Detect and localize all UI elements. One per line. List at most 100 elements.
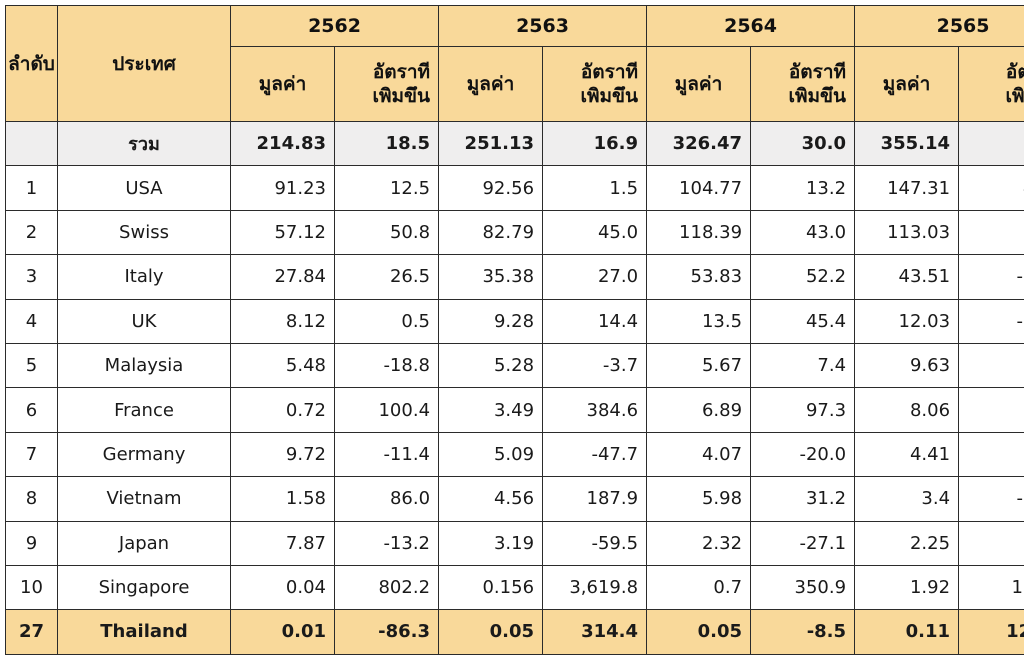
growth-cell: 18.5	[333, 120, 440, 167]
growth-cell: 26.5	[333, 254, 440, 300]
rank-cell: 6	[5, 387, 58, 433]
value-cell: 3.19	[438, 520, 544, 566]
country-cell: Japan	[57, 520, 231, 566]
growth-label-line1: อัตราที	[372, 61, 431, 83]
table-row: 5Malaysia5.48-18.85.28-3.75.677.49.6369.…	[5, 342, 1024, 389]
rank-cell: 1	[5, 165, 58, 211]
country-cell: Italy	[57, 254, 231, 300]
country-cell: Malaysia	[57, 342, 231, 389]
rank-cell: 27	[5, 609, 58, 655]
value-cell: 1.58	[230, 476, 335, 522]
value-cell: 57.12	[230, 209, 335, 256]
country-cell: Singapore	[57, 564, 231, 611]
country-cell: Thailand	[57, 609, 231, 655]
growth-cell: 43.0	[750, 209, 856, 256]
year-header: 2564	[646, 5, 856, 47]
growth-cell: 16.9	[542, 120, 648, 167]
value-cell: 5.67	[646, 342, 752, 389]
value-cell: 326.47	[646, 120, 752, 167]
country-cell: USA	[57, 165, 231, 211]
value-cell: 35.38	[438, 254, 544, 300]
rank-header: ลำดับ	[5, 5, 58, 122]
table-row: 3Italy27.8426.535.3827.053.8352.243.51-1…	[5, 254, 1024, 300]
growth-cell: -13.2	[333, 520, 440, 566]
growth-label-line1: อัตราที	[788, 61, 847, 83]
growth-cell: -11.4	[333, 431, 440, 478]
growth-header: อัตราทีเพิมขึน	[542, 46, 648, 122]
growth-cell: 100.4	[333, 387, 440, 433]
growth-cell: 1.5	[542, 165, 648, 211]
growth-cell: 125.2	[958, 609, 1024, 655]
growth-cell: 27.0	[542, 254, 648, 300]
value-cell: 43.51	[854, 254, 960, 300]
growth-cell: -3.7	[542, 342, 648, 389]
value-cell: 2.25	[854, 520, 960, 566]
value-cell: 92.56	[438, 165, 544, 211]
growth-cell: 0.5	[333, 298, 440, 344]
growth-cell: 31.2	[750, 476, 856, 522]
growth-cell: 40.6	[958, 165, 1024, 211]
total-row: รวม214.8318.5251.1316.9326.4730.0355.148…	[5, 120, 1024, 167]
table-row: 8Vietnam1.5886.04.56187.95.9831.23.4-33.…	[5, 476, 1024, 522]
country-cell: France	[57, 387, 231, 433]
value-cell: 8.12	[230, 298, 335, 344]
country-cell: Swiss	[57, 209, 231, 256]
year-header: 2565	[854, 5, 1024, 47]
growth-cell: -86.3	[333, 609, 440, 655]
value-cell: 12.03	[854, 298, 960, 344]
rank-cell: 8	[5, 476, 58, 522]
rank-cell: 10	[5, 564, 58, 611]
value-cell: 82.79	[438, 209, 544, 256]
growth-cell: 8.8	[958, 120, 1024, 167]
growth-cell: 14.4	[542, 298, 648, 344]
value-cell: 251.13	[438, 120, 544, 167]
table-row: 1USA91.2312.592.561.5104.7713.2147.3140.…	[5, 165, 1024, 211]
table-row: 7Germany9.72-11.45.09-47.74.07-20.04.418…	[5, 431, 1024, 478]
value-cell: 5.98	[646, 476, 752, 522]
country-header: ประเทศ	[57, 5, 231, 122]
value-cell: 3.4	[854, 476, 960, 522]
growth-cell: -59.5	[542, 520, 648, 566]
growth-cell: 69.9	[958, 342, 1024, 389]
value-cell: 5.28	[438, 342, 544, 389]
growth-cell: 12.5	[333, 165, 440, 211]
rank-cell: 7	[5, 431, 58, 478]
growth-cell: -27.1	[750, 520, 856, 566]
table-header: ลำดับ ประเทศ 2562 2563 2564 2565 มูลค่า …	[5, 5, 1024, 122]
country-cell: Vietnam	[57, 476, 231, 522]
rank-cell: 5	[5, 342, 58, 389]
growth-label-line2: เพิมขึน	[372, 85, 431, 107]
growth-cell: 13.2	[750, 165, 856, 211]
value-cell: 53.83	[646, 254, 752, 300]
value-cell: 0.05	[438, 609, 544, 655]
table-row: 2 Swiss 57.12 50.8 82.79 45.0 118.39 43.0 113.03…	[5, 209, 1024, 256]
year-header: 2562	[229, 5, 440, 47]
growth-cell: 45.0	[542, 209, 648, 256]
growth-cell: -8.5	[750, 609, 856, 655]
growth-cell: -19.2	[958, 254, 1024, 300]
highlight-row: 27 Thailand 0.01 -86.3 0.05 314.4 0.05 -8.5 0.11…	[5, 609, 1024, 655]
value-cell: 13.5	[646, 298, 752, 344]
value-header: มูลค่า	[230, 46, 335, 122]
growth-label-line1: อัตราที	[1005, 61, 1024, 83]
value-cell: 8.06	[854, 387, 960, 433]
growth-cell: 314.4	[542, 609, 648, 655]
value-cell: 113.03	[854, 209, 960, 256]
growth-cell: -18.8	[333, 342, 440, 389]
value-cell: 1.92	[854, 564, 960, 611]
rank-cell: 2	[5, 209, 58, 256]
growth-cell: 350.9	[750, 564, 856, 611]
value-cell: 7.87	[230, 520, 335, 566]
value-cell: 147.31	[854, 165, 960, 211]
export-table: ลำดับ ประเทศ 2562 2563 2564 2565 มูลค่า …	[5, 5, 1024, 655]
value-cell: 355.14	[854, 120, 960, 167]
value-cell: 6.89	[646, 387, 752, 433]
value-cell: 0.05	[646, 609, 752, 655]
growth-cell: -33.2	[958, 476, 1024, 522]
country-cell: รวม	[57, 120, 231, 167]
growth-cell: 3,619.8	[542, 564, 648, 611]
growth-label-line2: เพิมขึน	[580, 85, 639, 107]
growth-cell: -4.5	[958, 209, 1024, 256]
growth-cell: 30.0	[750, 120, 856, 167]
